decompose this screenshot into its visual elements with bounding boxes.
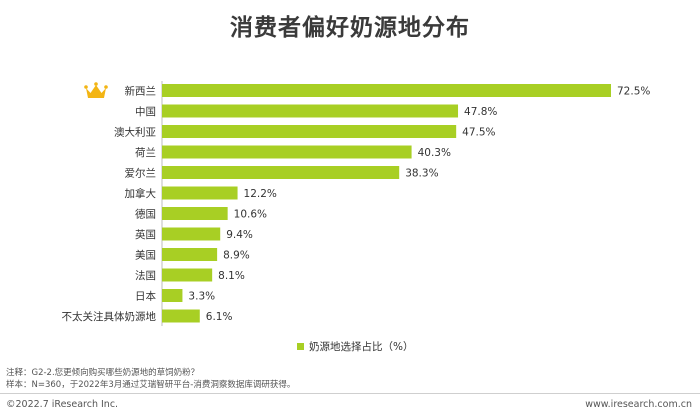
category-label: 加拿大 [125,187,157,200]
bar [162,309,200,323]
sample-note: 样本：N=360，于2022年3月通过艾瑞智研平台-消费洞察数据库调研获得。 [6,380,296,390]
crown-shape [86,85,106,98]
chart-title: 消费者偏好奶源地分布 [230,15,470,41]
legend-swatch [297,343,304,350]
bar [162,289,183,302]
category-label: 澳大利亚 [114,126,156,139]
category-label: 英国 [135,228,156,241]
crown-jewel [84,85,88,89]
bar [162,84,611,97]
value-label: 8.1% [218,270,245,282]
crown-icon [84,82,108,98]
value-label: 3.3% [188,291,215,303]
value-label: 9.4% [226,229,253,241]
bar [162,166,400,179]
category-label: 法国 [135,269,156,282]
bar [162,248,218,261]
bar [162,268,213,282]
chart-legend: 奶源地选择占比（%） [297,339,413,354]
legend-label: 奶源地选择占比（%） [309,341,414,353]
crown-jewel [94,82,98,86]
bar [162,104,459,118]
value-label: 47.5% [462,127,495,139]
value-label: 12.2% [244,188,277,200]
bar [162,125,457,138]
footnote: 注释：G2-2.您更倾向购买哪些奶源地的草饲奶粉？ [6,368,200,378]
category-label: 德国 [135,208,156,221]
value-label: 72.5% [617,86,650,98]
copyright: ©2022.7 iResearch Inc. [6,399,119,410]
bar [162,186,238,200]
value-label: 8.9% [223,250,250,262]
category-label: 荷兰 [135,146,156,159]
bar-chart: 新西兰 72.5% 中国 47.8% 澳大利亚 47.5% 荷兰 40.3% 爱尔兰 38.3% 加… [62,81,650,326]
footer-divider [0,393,700,394]
value-label: 47.8% [464,106,497,118]
category-label: 日本 [135,290,156,303]
category-label: 不太关注具体奶源地 [62,310,157,323]
bar [162,145,412,159]
value-label: 10.6% [234,209,267,221]
category-label: 美国 [135,249,156,262]
value-label: 6.1% [206,311,233,323]
value-label: 38.3% [405,168,438,180]
category-label: 新西兰 [125,85,157,98]
website-link[interactable]: www.iresearch.com.cn [585,399,692,410]
bar [162,207,228,220]
value-label: 40.3% [418,147,451,159]
category-label: 爱尔兰 [125,167,157,180]
category-label: 中国 [135,105,156,118]
bar [162,227,221,241]
crown-jewel [104,85,108,89]
